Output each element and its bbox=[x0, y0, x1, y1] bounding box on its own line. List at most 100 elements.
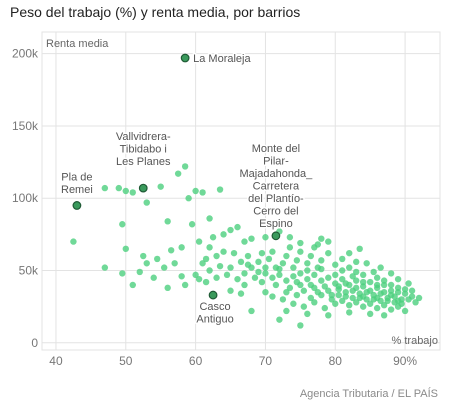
y-tick-label: 150k bbox=[12, 119, 39, 133]
data-point bbox=[150, 274, 157, 281]
y-tick-label: 50k bbox=[19, 264, 39, 278]
data-point bbox=[325, 238, 332, 245]
data-point bbox=[286, 284, 294, 292]
highlight-label: Vallvidrera-Tibidabo i Les Planes bbox=[116, 131, 171, 168]
data-point bbox=[276, 316, 283, 323]
data-point bbox=[353, 268, 360, 276]
data-point bbox=[283, 277, 290, 284]
data-point bbox=[349, 294, 356, 302]
data-point bbox=[346, 309, 353, 316]
data-point bbox=[188, 221, 196, 228]
data-point bbox=[262, 270, 269, 277]
data-point bbox=[101, 264, 109, 271]
data-point bbox=[202, 278, 210, 286]
data-point bbox=[359, 278, 367, 286]
data-point bbox=[297, 239, 304, 247]
data-point bbox=[192, 187, 199, 195]
data-point bbox=[318, 257, 325, 264]
data-point bbox=[154, 255, 161, 263]
data-point bbox=[101, 184, 109, 192]
data-point bbox=[335, 283, 342, 290]
data-point bbox=[269, 274, 276, 281]
data-point bbox=[373, 294, 381, 302]
x-tick-label: 80 bbox=[329, 354, 343, 368]
data-point bbox=[234, 275, 241, 283]
data-point bbox=[227, 226, 234, 234]
data-point bbox=[237, 290, 245, 297]
data-point bbox=[380, 277, 388, 284]
data-point bbox=[178, 273, 185, 280]
x-tick-label: 90% bbox=[393, 354, 417, 368]
data-point bbox=[387, 306, 395, 313]
data-point bbox=[370, 268, 377, 276]
data-point bbox=[332, 261, 339, 268]
data-point bbox=[262, 234, 269, 241]
data-point bbox=[332, 271, 339, 279]
data-point bbox=[283, 288, 290, 296]
data-point bbox=[321, 304, 328, 312]
data-point bbox=[304, 310, 311, 318]
data-point bbox=[408, 293, 416, 300]
data-point bbox=[394, 303, 402, 310]
data-point bbox=[178, 244, 185, 251]
data-point bbox=[325, 312, 332, 319]
data-point bbox=[286, 234, 294, 241]
data-point bbox=[206, 244, 213, 251]
highlight-label: La Moraleja bbox=[193, 53, 251, 65]
data-point bbox=[220, 248, 227, 255]
data-point bbox=[122, 245, 129, 253]
data-point bbox=[230, 249, 238, 257]
data-point bbox=[272, 281, 280, 289]
data-point bbox=[412, 299, 419, 306]
highlight-point bbox=[180, 53, 190, 63]
data-point bbox=[300, 287, 308, 294]
data-point bbox=[394, 297, 402, 305]
data-point bbox=[373, 281, 381, 289]
data-point bbox=[244, 261, 252, 268]
data-point bbox=[143, 199, 150, 206]
data-point bbox=[164, 218, 171, 225]
plot-frame bbox=[41, 31, 441, 351]
data-point bbox=[366, 300, 374, 307]
data-point bbox=[339, 297, 346, 305]
data-point bbox=[377, 264, 384, 271]
data-point bbox=[279, 260, 287, 267]
data-point bbox=[241, 238, 248, 245]
data-point bbox=[359, 293, 367, 300]
data-point bbox=[136, 268, 143, 276]
data-point bbox=[318, 277, 325, 284]
data-point bbox=[192, 271, 199, 279]
data-point bbox=[160, 264, 168, 271]
data-point bbox=[262, 288, 269, 296]
highlight-point bbox=[271, 231, 281, 241]
data-points bbox=[70, 163, 423, 329]
data-point bbox=[332, 300, 339, 307]
data-point bbox=[209, 234, 217, 241]
data-point bbox=[366, 287, 374, 294]
data-point bbox=[342, 288, 349, 296]
data-point bbox=[304, 275, 311, 283]
data-point bbox=[325, 249, 332, 257]
data-point bbox=[199, 189, 206, 196]
data-point bbox=[174, 170, 182, 177]
highlighted-points bbox=[72, 53, 281, 300]
data-point bbox=[353, 258, 360, 266]
data-point bbox=[290, 300, 297, 307]
data-point bbox=[300, 303, 308, 310]
data-point bbox=[297, 270, 304, 277]
scatter-chart: 0 50k 100k 150k 200k 40 50 60 70 80 90% Renta med… bbox=[12, 31, 441, 368]
data-point bbox=[328, 296, 335, 303]
data-point bbox=[164, 284, 171, 292]
data-point bbox=[269, 248, 276, 255]
data-point bbox=[269, 293, 276, 300]
data-point bbox=[321, 283, 328, 290]
y-tick-label: 100k bbox=[12, 191, 39, 205]
data-point bbox=[339, 275, 346, 283]
data-point bbox=[237, 258, 245, 266]
data-point bbox=[318, 291, 325, 299]
data-point bbox=[258, 249, 266, 257]
data-point bbox=[206, 267, 213, 274]
data-point bbox=[387, 281, 395, 289]
data-point bbox=[307, 252, 315, 260]
data-point bbox=[346, 249, 353, 257]
